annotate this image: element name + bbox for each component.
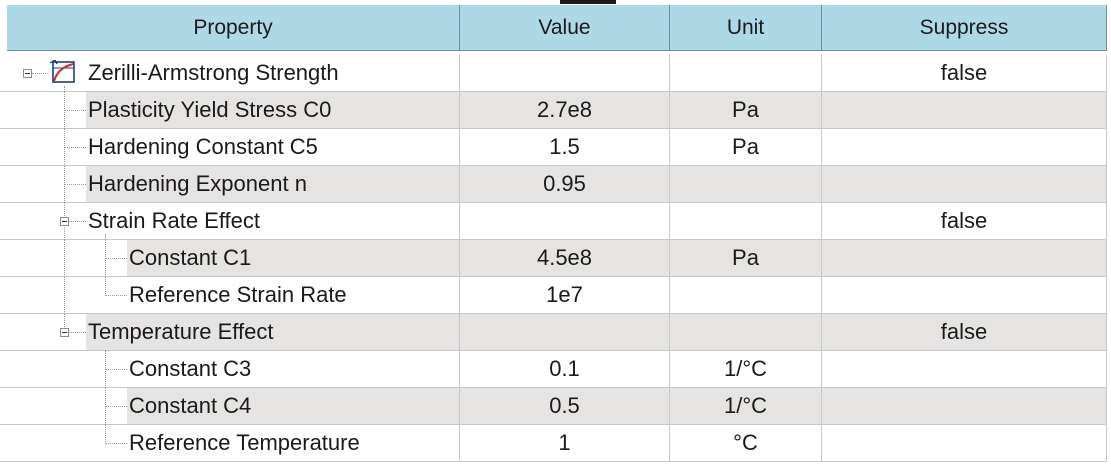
strength-model-icon bbox=[50, 60, 75, 83]
property-label: Constant C4 bbox=[127, 388, 459, 424]
property-cell[interactable]: Constant C3 bbox=[0, 351, 460, 388]
tree-lines bbox=[0, 203, 460, 240]
value-cell[interactable] bbox=[460, 314, 670, 351]
table-row-temperature-effect[interactable]: Temperature Effect false bbox=[0, 314, 1111, 351]
suppress-cell[interactable]: false bbox=[822, 314, 1107, 351]
unit-cell[interactable] bbox=[670, 55, 822, 92]
unit-cell[interactable] bbox=[670, 314, 822, 351]
property-label: Hardening Exponent n bbox=[86, 166, 459, 202]
suppress-cell[interactable] bbox=[822, 240, 1107, 277]
suppress-cell[interactable] bbox=[822, 92, 1107, 129]
suppress-cell[interactable] bbox=[822, 351, 1107, 388]
value-cell[interactable]: 0.95 bbox=[460, 166, 670, 203]
property-label: Constant C1 bbox=[127, 240, 459, 276]
table-row-hardening-exponent-n[interactable]: Hardening Exponent n 0.95 bbox=[0, 166, 1111, 203]
unit-cell[interactable]: °C bbox=[670, 425, 822, 462]
right-border bbox=[1107, 52, 1111, 466]
property-label: Reference Strain Rate bbox=[129, 282, 347, 307]
property-label: Zerilli-Armstrong Strength bbox=[88, 60, 339, 85]
property-label: Hardening Constant C5 bbox=[88, 134, 318, 159]
property-label: Plasticity Yield Stress C0 bbox=[86, 92, 459, 128]
property-label: Reference Temperature bbox=[129, 430, 360, 455]
tree-lines bbox=[0, 425, 460, 462]
table-row-plasticity-yield-stress-c0[interactable]: Plasticity Yield Stress C0 2.7e8 Pa bbox=[0, 92, 1111, 129]
unit-cell[interactable] bbox=[670, 203, 822, 240]
property-cell[interactable]: Constant C4 bbox=[0, 388, 460, 425]
table-row-constant-c3[interactable]: Constant C3 0.1 1/°C bbox=[0, 351, 1111, 388]
table-row-zerilli-armstrong-strength[interactable]: Zerilli-Armstrong Strength false bbox=[0, 55, 1111, 92]
unit-cell[interactable]: 1/°C bbox=[670, 351, 822, 388]
value-cell[interactable]: 2.7e8 bbox=[460, 92, 670, 129]
value-cell[interactable] bbox=[460, 203, 670, 240]
unit-cell[interactable] bbox=[670, 277, 822, 314]
column-header-value[interactable]: Value bbox=[460, 5, 670, 51]
table-row-constant-c4[interactable]: Constant C4 0.5 1/°C bbox=[0, 388, 1111, 425]
property-label: Constant C3 bbox=[129, 356, 252, 381]
unit-cell[interactable]: 1/°C bbox=[670, 388, 822, 425]
collapse-toggle-icon[interactable] bbox=[60, 328, 69, 337]
property-label: Strain Rate Effect bbox=[88, 208, 261, 233]
suppress-cell[interactable]: false bbox=[822, 55, 1107, 92]
value-cell[interactable]: 0.1 bbox=[460, 351, 670, 388]
table-row-constant-c1[interactable]: Constant C1 4.5e8 Pa bbox=[0, 240, 1111, 277]
value-cell[interactable]: 1.5 bbox=[460, 129, 670, 166]
property-cell[interactable]: Hardening Exponent n bbox=[0, 166, 460, 203]
value-cell[interactable] bbox=[460, 55, 670, 92]
property-cell[interactable]: Reference Temperature bbox=[0, 425, 460, 462]
tree-lines bbox=[0, 277, 460, 314]
property-label: Temperature Effect bbox=[86, 314, 459, 350]
column-header-row: Property Value Unit Suppress bbox=[0, 0, 1111, 52]
value-cell[interactable]: 1e7 bbox=[460, 277, 670, 314]
tree-lines bbox=[0, 240, 460, 277]
column-header-suppress[interactable]: Suppress bbox=[822, 5, 1107, 51]
property-cell[interactable]: Hardening Constant C5 bbox=[0, 129, 460, 166]
property-cell[interactable]: Constant C1 bbox=[0, 240, 460, 277]
unit-cell[interactable] bbox=[670, 166, 822, 203]
property-cell[interactable]: Plasticity Yield Stress C0 bbox=[0, 92, 460, 129]
tree-lines bbox=[0, 55, 460, 92]
table-row-hardening-constant-c5[interactable]: Hardening Constant C5 1.5 Pa bbox=[0, 129, 1111, 166]
property-cell[interactable]: Zerilli-Armstrong Strength bbox=[0, 55, 460, 92]
suppress-cell[interactable] bbox=[822, 129, 1107, 166]
property-cell[interactable]: Reference Strain Rate bbox=[0, 277, 460, 314]
unit-cell[interactable]: Pa bbox=[670, 92, 822, 129]
table-row-strain-rate-effect[interactable]: Strain Rate Effect false bbox=[0, 203, 1111, 240]
suppress-cell[interactable]: false bbox=[822, 203, 1107, 240]
suppress-cell[interactable] bbox=[822, 166, 1107, 203]
collapse-toggle-icon[interactable] bbox=[60, 217, 69, 226]
value-cell[interactable]: 4.5e8 bbox=[460, 240, 670, 277]
suppress-cell[interactable] bbox=[822, 425, 1107, 462]
table-row-reference-temperature[interactable]: Reference Temperature 1 °C bbox=[0, 425, 1111, 462]
suppress-cell[interactable] bbox=[822, 388, 1107, 425]
column-header-unit[interactable]: Unit bbox=[670, 5, 822, 51]
property-cell[interactable]: Strain Rate Effect bbox=[0, 203, 460, 240]
collapse-toggle-icon[interactable] bbox=[23, 69, 32, 78]
value-cell[interactable]: 1 bbox=[460, 425, 670, 462]
unit-cell[interactable]: Pa bbox=[670, 129, 822, 166]
header-top-edge bbox=[560, 0, 616, 4]
value-cell[interactable]: 0.5 bbox=[460, 388, 670, 425]
column-header-property[interactable]: Property bbox=[7, 5, 460, 51]
unit-cell[interactable]: Pa bbox=[670, 240, 822, 277]
tree-lines bbox=[0, 351, 460, 388]
tree-lines bbox=[0, 92, 460, 129]
property-cell[interactable]: Temperature Effect bbox=[0, 314, 460, 351]
tree-lines bbox=[0, 166, 460, 203]
table-row-reference-strain-rate[interactable]: Reference Strain Rate 1e7 bbox=[0, 277, 1111, 314]
tree-lines bbox=[0, 129, 460, 166]
suppress-cell[interactable] bbox=[822, 277, 1107, 314]
tree-lines bbox=[0, 388, 460, 425]
